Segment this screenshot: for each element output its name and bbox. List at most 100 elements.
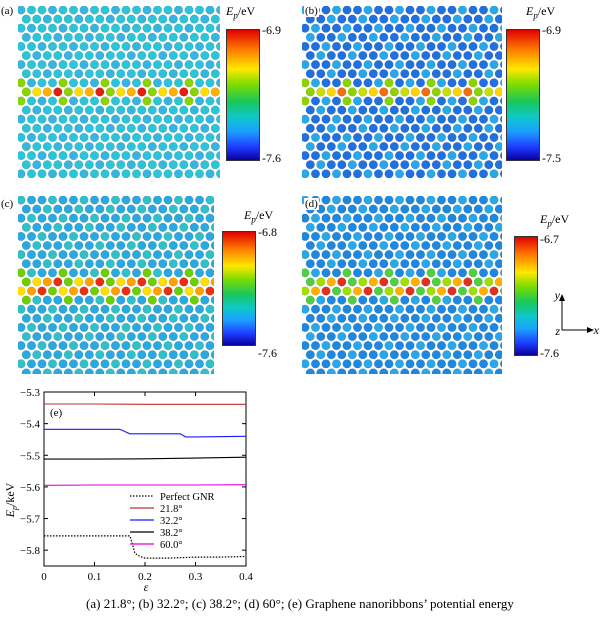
atom bbox=[368, 331, 378, 341]
atom bbox=[21, 259, 31, 269]
atom bbox=[131, 132, 141, 142]
atom bbox=[184, 268, 194, 278]
atom bbox=[400, 69, 410, 79]
atom bbox=[494, 204, 502, 214]
atom bbox=[400, 241, 410, 251]
atom bbox=[368, 204, 378, 214]
atom bbox=[69, 231, 79, 241]
atom bbox=[53, 123, 63, 133]
x-tick-label: 0.3 bbox=[189, 571, 203, 583]
atom bbox=[463, 368, 473, 374]
atom bbox=[332, 304, 342, 314]
atom bbox=[400, 331, 410, 341]
atom bbox=[389, 32, 399, 42]
atom bbox=[363, 114, 373, 124]
atom bbox=[405, 151, 415, 161]
atom bbox=[184, 286, 194, 296]
atom bbox=[158, 51, 168, 61]
atom bbox=[173, 23, 183, 33]
atom bbox=[100, 6, 110, 15]
atom bbox=[210, 277, 214, 287]
atom bbox=[468, 359, 478, 369]
atom bbox=[100, 213, 110, 223]
atom bbox=[358, 368, 368, 374]
atom bbox=[452, 204, 462, 214]
atom bbox=[147, 14, 157, 24]
atom bbox=[18, 96, 26, 106]
atom bbox=[302, 151, 310, 161]
atom bbox=[473, 259, 483, 269]
atom bbox=[484, 87, 494, 97]
atom bbox=[302, 250, 310, 260]
atom bbox=[368, 141, 378, 151]
atom bbox=[137, 123, 147, 133]
atom bbox=[421, 222, 431, 232]
atom bbox=[353, 268, 363, 278]
atom bbox=[368, 69, 378, 79]
figure-caption: (a) 21.8°; (b) 32.2°; (c) 38.2°; (d) 60°… bbox=[86, 596, 514, 611]
atom bbox=[468, 151, 478, 161]
atom bbox=[37, 286, 47, 296]
atom bbox=[310, 114, 321, 124]
atom bbox=[400, 51, 410, 61]
atom bbox=[105, 295, 115, 305]
atom bbox=[468, 196, 478, 205]
atom bbox=[468, 132, 478, 142]
atom bbox=[489, 196, 499, 205]
atom bbox=[494, 87, 502, 97]
atom bbox=[95, 295, 105, 305]
atom bbox=[32, 368, 42, 374]
atom bbox=[347, 160, 357, 170]
atom bbox=[400, 295, 410, 305]
atom bbox=[200, 313, 210, 323]
atom bbox=[32, 204, 42, 214]
atom bbox=[74, 141, 84, 151]
atom bbox=[316, 259, 326, 269]
atom bbox=[426, 341, 436, 351]
atom bbox=[384, 250, 394, 260]
atom bbox=[326, 204, 336, 214]
atom bbox=[142, 341, 152, 351]
atom bbox=[494, 142, 502, 151]
atom bbox=[200, 87, 210, 97]
atom bbox=[210, 295, 214, 305]
atom bbox=[126, 259, 136, 269]
atom bbox=[63, 87, 73, 97]
atom bbox=[173, 213, 183, 223]
atom bbox=[484, 313, 494, 323]
atom bbox=[53, 141, 63, 151]
atom bbox=[484, 295, 494, 305]
atom bbox=[452, 259, 462, 269]
panel-d-colorbar-max: -6.7 bbox=[540, 232, 559, 246]
atom bbox=[394, 286, 404, 296]
atom bbox=[400, 259, 410, 269]
atom bbox=[337, 32, 347, 42]
atom bbox=[431, 204, 441, 214]
atom bbox=[205, 114, 215, 124]
atom bbox=[48, 341, 58, 351]
atom bbox=[363, 322, 373, 332]
atom bbox=[332, 60, 342, 70]
atom bbox=[394, 322, 404, 332]
atom bbox=[110, 231, 120, 241]
atom bbox=[79, 250, 89, 260]
atom bbox=[205, 41, 215, 51]
atom bbox=[53, 368, 63, 374]
atom bbox=[58, 286, 68, 296]
atom bbox=[32, 69, 42, 79]
atom bbox=[421, 277, 431, 287]
atom bbox=[100, 23, 110, 33]
atom bbox=[337, 14, 347, 24]
atom bbox=[405, 213, 415, 223]
atom bbox=[74, 32, 84, 42]
atom bbox=[173, 322, 183, 332]
atom bbox=[110, 60, 120, 70]
atom bbox=[500, 115, 502, 123]
atom bbox=[494, 32, 502, 42]
atom bbox=[189, 51, 199, 61]
atom bbox=[152, 250, 162, 260]
atom bbox=[478, 231, 488, 241]
atom bbox=[405, 41, 415, 51]
atom bbox=[415, 322, 425, 332]
atom bbox=[184, 169, 194, 178]
